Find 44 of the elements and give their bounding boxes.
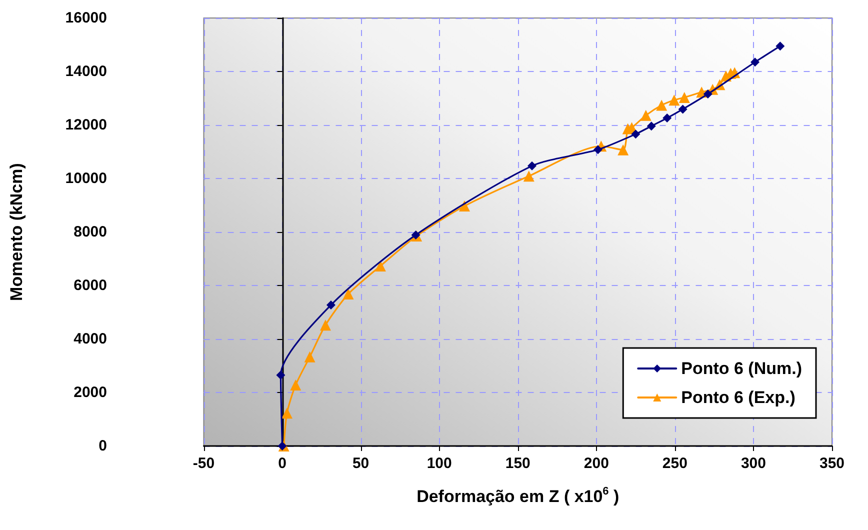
- point: [276, 370, 286, 380]
- point: [646, 122, 656, 131]
- point: [281, 408, 292, 419]
- point: [326, 300, 336, 310]
- point: [662, 114, 672, 123]
- y-axis-title: Momento (kNcm): [7, 163, 26, 301]
- y-tick-label: 4000: [74, 330, 107, 348]
- point: [523, 170, 534, 182]
- x-tick-label: 50: [352, 455, 370, 472]
- y-tick-label: 12000: [65, 116, 107, 134]
- point: [703, 89, 712, 98]
- point: [678, 104, 688, 114]
- point: [342, 288, 354, 300]
- point: [618, 144, 629, 156]
- point: [678, 92, 690, 103]
- point: [304, 351, 316, 362]
- point: [374, 260, 386, 272]
- y-tick-label: 10000: [65, 170, 107, 187]
- x-tick-label: 350: [819, 455, 845, 472]
- point: [320, 320, 331, 331]
- point: [640, 110, 652, 121]
- point: [656, 100, 668, 111]
- y-tick-label: 6000: [74, 277, 107, 294]
- x-tick-label: 250: [662, 455, 688, 472]
- x-tick-label: 300: [740, 455, 766, 472]
- y-tick-label: 2000: [74, 384, 107, 401]
- legend-label: Ponto 6 (Num.): [681, 359, 802, 378]
- y-tick-label: 16000: [65, 10, 107, 26]
- point: [631, 130, 640, 139]
- legend-label: Ponto 6 (Exp.): [681, 388, 796, 407]
- x-tick-label: 150: [505, 455, 530, 472]
- y-tick-label: 0: [98, 438, 107, 454]
- x-tick-label: 100: [426, 455, 452, 472]
- x-tick-label: 200: [584, 455, 609, 472]
- point: [776, 42, 785, 51]
- x-tick-label: -50: [192, 455, 215, 472]
- y-tick-label: 8000: [74, 224, 107, 240]
- x-tick-label: 0: [278, 455, 286, 472]
- point: [290, 380, 302, 391]
- point: [528, 161, 537, 170]
- point: [668, 94, 680, 106]
- point: [593, 145, 602, 154]
- y-tick-label: 14000: [65, 63, 107, 80]
- point: [750, 58, 760, 67]
